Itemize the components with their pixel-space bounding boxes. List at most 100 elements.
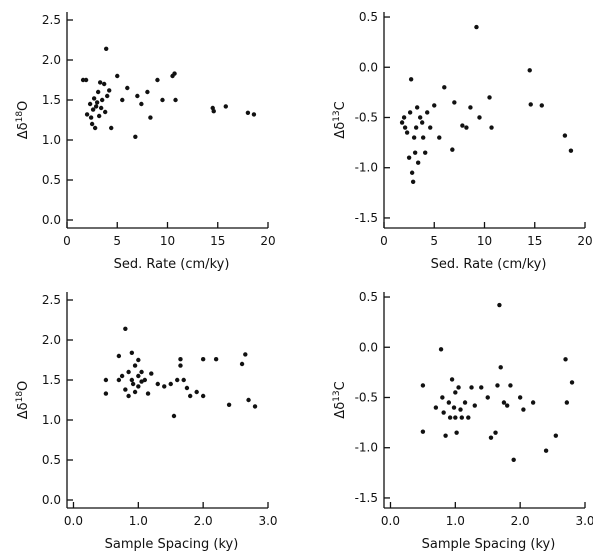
y-title-main: Δδ — [333, 122, 348, 139]
data-point — [142, 377, 148, 383]
data-point — [115, 73, 120, 79]
y-title-tail: O — [16, 381, 31, 391]
data-point — [160, 97, 165, 103]
data-point — [91, 96, 97, 101]
y-title-sup: 18 — [15, 391, 25, 403]
data-point — [133, 134, 138, 139]
data-point — [101, 81, 107, 87]
data-point — [469, 385, 474, 390]
data-point — [136, 384, 141, 389]
data-point — [245, 110, 251, 116]
x-tick-label: 10 — [160, 234, 175, 248]
data-point — [90, 107, 96, 112]
data-point — [508, 383, 513, 388]
data-point — [562, 133, 568, 138]
y-title-main: Δδ — [16, 402, 31, 419]
data-point — [139, 369, 144, 375]
data-point — [172, 71, 177, 76]
data-point — [423, 150, 428, 155]
data-point — [468, 105, 473, 110]
data-point — [116, 377, 122, 383]
y-title-sup: 18 — [15, 111, 25, 123]
y-tick-label: -1.5 — [355, 491, 378, 505]
data-point — [466, 415, 471, 420]
data-point — [226, 402, 232, 407]
data-point — [194, 389, 199, 395]
data-point — [135, 93, 140, 99]
y-tick-label: 0.5 — [359, 10, 378, 24]
data-point — [452, 100, 457, 105]
data-point — [97, 80, 103, 85]
data-point — [438, 347, 444, 352]
y-tick-label: 2.5 — [42, 13, 61, 27]
y-tick-label: 1.0 — [42, 133, 61, 147]
data-point — [408, 77, 414, 82]
data-point — [569, 380, 575, 385]
x-tick-label: 0 — [380, 234, 388, 248]
y-title-main: Δδ — [16, 122, 31, 139]
data-point — [87, 101, 93, 107]
x-tick-label: 1.0 — [446, 514, 465, 528]
data-point — [521, 407, 526, 412]
y-tick-label: 0.0 — [42, 213, 61, 227]
y-title-tail: C — [333, 381, 348, 390]
x-tick-label: 15 — [527, 234, 542, 248]
data-point — [454, 430, 459, 435]
data-point — [243, 352, 248, 357]
data-point — [84, 112, 90, 117]
data-point — [136, 373, 141, 379]
data-point — [80, 77, 86, 83]
y-tick-label: 1.5 — [42, 373, 61, 387]
data-point — [462, 400, 468, 405]
data-point — [527, 68, 532, 73]
data-point — [477, 115, 482, 120]
x-tick-label: 15 — [210, 234, 225, 248]
data-point — [119, 373, 125, 379]
data-point — [553, 433, 559, 438]
x-tick-label: 5 — [430, 234, 438, 248]
data-point — [539, 103, 544, 108]
data-point — [126, 393, 131, 399]
x-axis-title: Sed. Rate (cm/ky) — [431, 257, 547, 272]
data-point — [116, 353, 122, 359]
panel-sedrate-d13c: -1.5 -1.0 -0.5 0.0 0.5 0 5 10 15 20 Sed. Rate (cm/… — [332, 10, 593, 272]
data-point — [107, 88, 112, 93]
data-point — [485, 395, 490, 400]
y-tick-label: -1.0 — [355, 441, 378, 455]
x-tick-label: 0 — [63, 234, 71, 248]
data-point — [123, 326, 128, 331]
data-point — [517, 395, 523, 400]
data-point — [446, 400, 452, 405]
data-point — [437, 135, 442, 140]
data-point — [441, 410, 446, 415]
data-point — [459, 415, 465, 420]
y-tick-label: -0.5 — [355, 110, 378, 124]
data-point — [213, 357, 219, 362]
data-point — [399, 120, 405, 125]
data-point — [432, 103, 437, 108]
data-point — [402, 125, 408, 130]
x-tick-label: 3.0 — [575, 514, 593, 528]
y-title-sup: 13 — [332, 110, 342, 121]
data-point — [95, 89, 101, 95]
data-point — [568, 148, 574, 153]
y-axis-title: Δδ13C — [332, 381, 348, 418]
data-point — [451, 405, 457, 410]
data-point — [149, 371, 154, 376]
data-point — [504, 403, 510, 408]
x-tick-label: 5 — [113, 234, 121, 248]
data-point — [420, 135, 426, 140]
data-point — [145, 89, 150, 95]
data-point — [252, 404, 258, 409]
data-point — [184, 385, 190, 391]
data-point — [420, 383, 426, 388]
y-tick-label: 2.0 — [42, 333, 61, 347]
data-point — [168, 381, 173, 387]
x-tick-label: 0.0 — [381, 514, 400, 528]
data-point — [83, 77, 89, 83]
y-title-sup: 13 — [332, 390, 342, 401]
x-tick-label: 2.0 — [194, 514, 213, 528]
data-point — [211, 109, 216, 114]
data-point — [145, 391, 151, 396]
data-point — [428, 125, 433, 130]
